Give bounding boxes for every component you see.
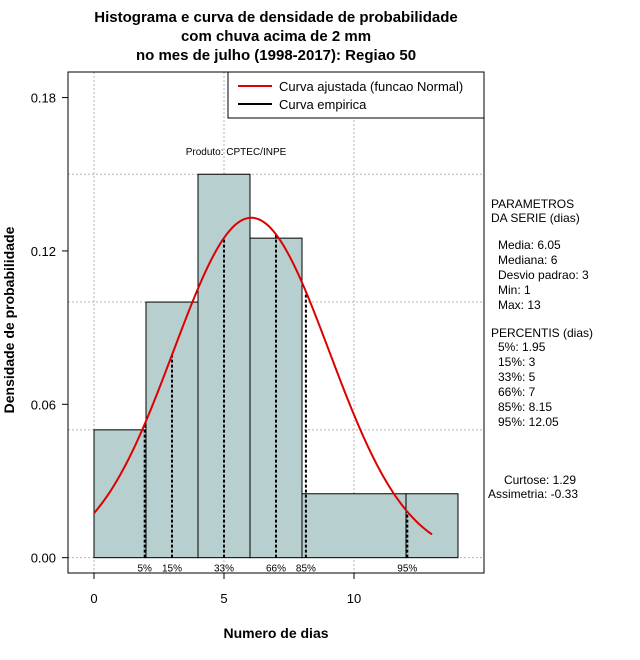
percentil-33: 33%: 5 <box>498 370 536 384</box>
percentile-label: 66% <box>266 564 286 575</box>
param-mediana: Mediana: 6 <box>498 253 558 267</box>
percentile-label: 15% <box>162 564 182 575</box>
percentil-5: 5%: 1.95 <box>498 340 546 354</box>
normal-curve-line <box>93 216 433 536</box>
side-panel: PARAMETROS DA SERIE (dias) Media: 6.05 M… <box>488 197 593 501</box>
assimetria-value: Assimetria: -0.33 <box>488 487 578 501</box>
percentil-66: 66%: 7 <box>498 385 536 399</box>
percentile-label: 95% <box>397 564 417 575</box>
param-desvio: Desvio padrao: 3 <box>498 268 589 282</box>
y-axis-label: Densidade de probabilidade <box>1 226 17 413</box>
x-tick-label: 5 <box>220 591 227 606</box>
y-tick-label: 0.18 <box>31 91 56 106</box>
curtose-value: Curtose: 1.29 <box>504 473 576 487</box>
x-tick-label: 10 <box>347 591 361 606</box>
params-title-line-2: DA SERIE (dias) <box>491 211 580 225</box>
percentile-lines: 5% 15% 33% 66% 85% 95% <box>137 234 417 575</box>
percentil-85: 85%: 8.15 <box>498 400 552 414</box>
percentis-title: PERCENTIS (dias) <box>491 326 593 340</box>
param-media: Media: 6.05 <box>498 238 561 252</box>
percentile-label: 85% <box>296 564 316 575</box>
histogram-bar <box>405 493 459 559</box>
x-axis-label: Numero de dias <box>223 625 328 641</box>
legend-label-empirical: Curva empirica <box>279 97 367 112</box>
histogram-bar <box>301 493 407 559</box>
chart-title-line-3: no mes de julho (1998-2017): Regiao 50 <box>136 47 416 64</box>
legend: Curva ajustada (funcao Normal) Curva emp… <box>227 71 485 119</box>
y-tick-label: 0.06 <box>31 397 56 412</box>
percentil-15: 15%: 3 <box>498 355 536 369</box>
legend-box <box>227 71 485 119</box>
percentile-label: 33% <box>214 564 234 575</box>
chart-title-line-2: com chuva acima de 2 mm <box>181 28 371 45</box>
y-tick-label: 0.12 <box>31 244 56 259</box>
percentil-95: 95%: 12.05 <box>498 415 559 429</box>
x-tick-label: 0 <box>90 591 97 606</box>
percentile-label: 5% <box>137 564 152 575</box>
param-min: Min: 1 <box>498 283 531 297</box>
x-axis: 0 5 10 <box>90 573 361 606</box>
legend-label-normal: Curva ajustada (funcao Normal) <box>279 79 463 94</box>
y-axis: 0.00 0.06 0.12 0.18 <box>31 91 68 566</box>
params-title-line-1: PARAMETROS <box>491 197 574 211</box>
y-tick-label: 0.00 <box>31 551 56 566</box>
param-max: Max: 13 <box>498 298 541 312</box>
chart-title-line-1: Histograma e curva de densidade de proba… <box>94 9 457 26</box>
histogram-bar <box>93 429 147 559</box>
source-label: Produto: CPTEC/INPE <box>186 147 287 158</box>
